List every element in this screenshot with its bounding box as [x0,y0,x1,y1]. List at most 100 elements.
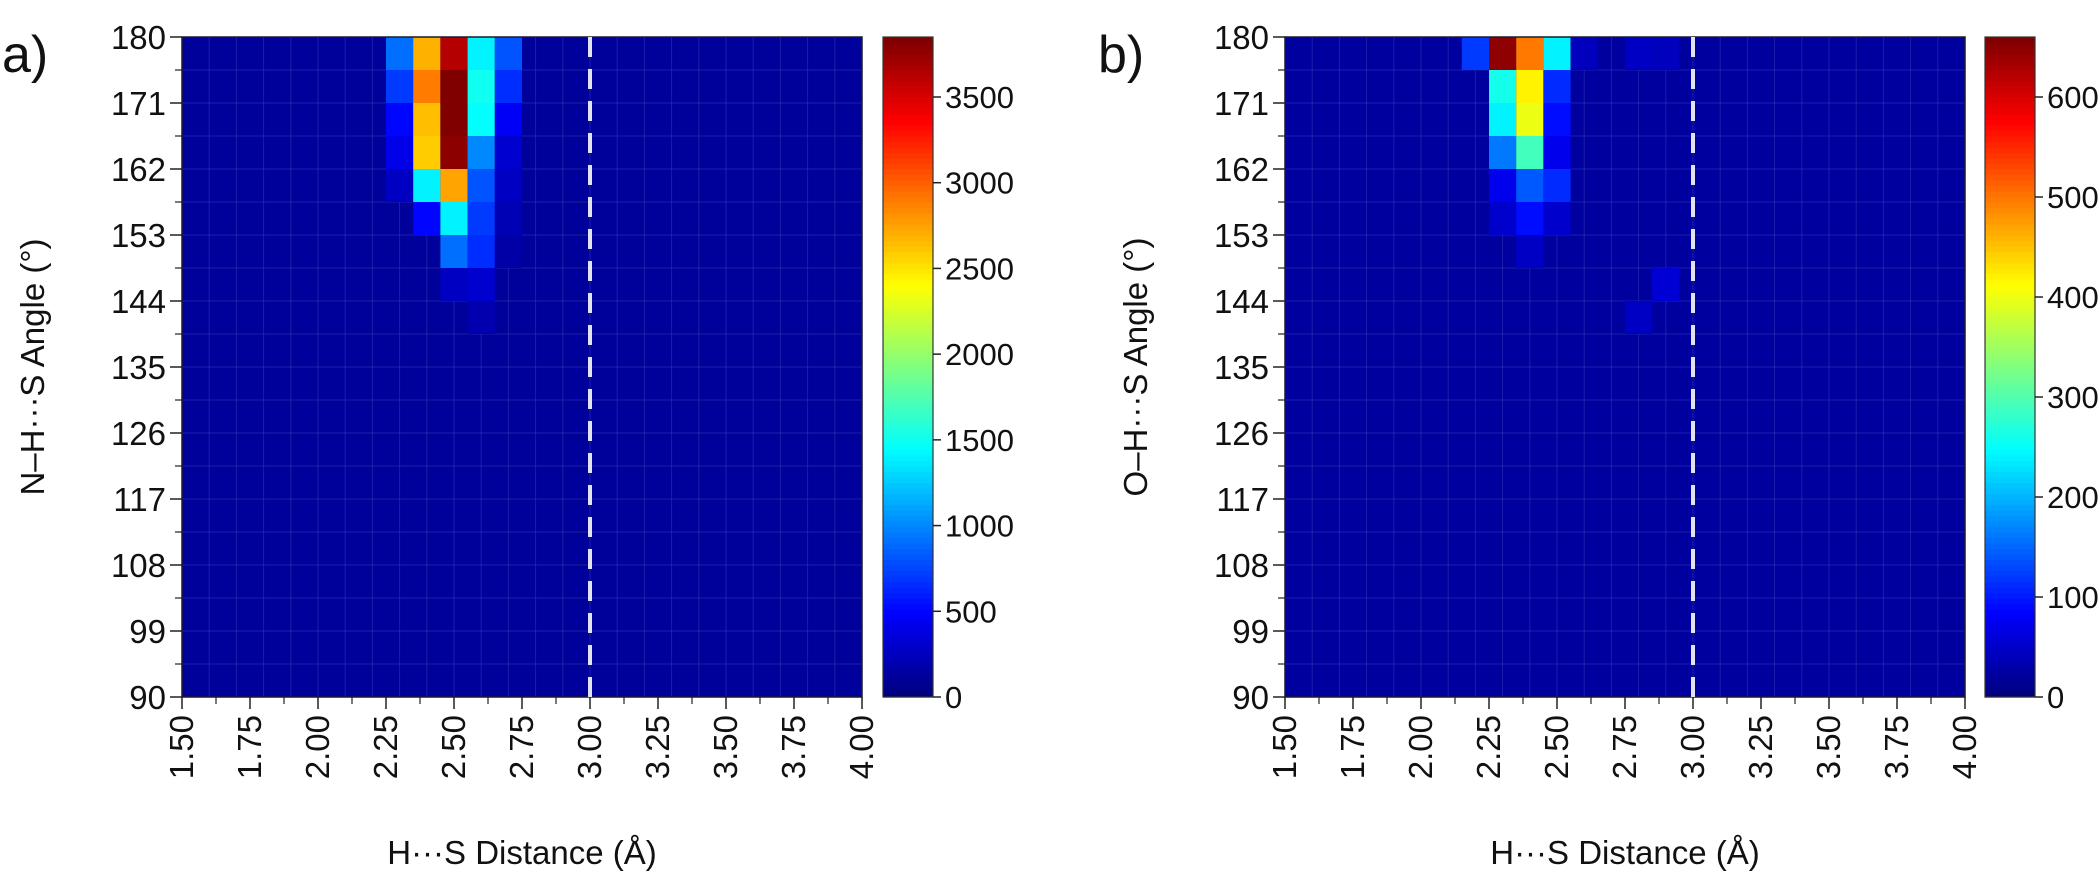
panel-b-heatmap-cell [1543,70,1571,103]
panel-a-colorbar-segment [883,691,933,698]
panel-a-heatmap-cell [467,136,495,169]
panel-b-colorbar-segment [1985,389,2035,396]
panel-b-colorbar-segment [1985,444,2035,451]
panel-a-colorbar-segment [883,537,933,544]
panel-b-colorbar-segment [1985,295,2035,302]
panel-a-colorbar-tick-label: 1000 [945,509,1014,544]
panel-a-colorbar-segment [883,675,933,682]
panel-a-colorbar-segment [883,438,933,445]
panel-a-colorbar-segment [883,427,933,434]
panel-b-colorbar-segment [1985,554,2035,561]
panel-a-colorbar-segment [883,565,933,572]
panel-a-colorbar-segment [883,114,933,121]
panel-a-colorbar-segment [883,653,933,660]
panel-b-colorbar-segment [1985,213,2035,220]
panel-a-colorbar-segment [883,658,933,665]
panel-b-colorbar-segment [1985,174,2035,181]
panel-b-heatmap-cell [1516,70,1544,103]
panel-b-heatmap-cell [1652,268,1680,301]
panel-a-colorbar-segment [883,147,933,154]
panel-a-colorbar-segment [883,636,933,643]
panel-a-heatmap-cell [494,37,522,70]
panel-a-colorbar-segment [883,466,933,473]
panel-a-heatmap-cell [440,202,468,235]
panel-b-colorbar-segment [1985,669,2035,676]
panel-b-heatmap-cell [1543,103,1571,136]
panel-b-colorbar-segment [1985,411,2035,418]
panel-a-colorbar-segment [883,136,933,143]
panel-b-colorbar-segment [1985,515,2035,522]
panel-a-colorbar-segment [883,405,933,412]
panel-a-colorbar-segment [883,240,933,247]
panel-b-label: b) [1098,26,1144,84]
panel-b-colorbar-segment [1985,185,2035,192]
panel-b-x-ticks: 1.50 1.75 2.00 2.25 2.50 2.75 3.00 3.25 3.50 3.75… [1266,697,1983,779]
panel-b-x-axis-title: H···S Distance (Å) [1490,834,1760,871]
panel-b-x-tick-label: 3.00 [1674,715,1711,779]
panel-b-x-tick-label: 4.00 [1946,715,1983,779]
panel-b-colorbar-segment [1985,510,2035,517]
panel-a-colorbar-segment [883,180,933,187]
panel-a-colorbar-tick-label: 3000 [945,166,1014,201]
panel-a-heatmap-cell [440,136,468,169]
panel-a-colorbar-segment [883,345,933,352]
panel-b-colorbar-tick-label: 100 [2047,580,2099,615]
panel-a-x-tick-label: 2.50 [435,715,472,779]
panel-b-colorbar-segment [1985,317,2035,324]
panel-b-y-tick-label: 153 [1214,217,1269,254]
panel-b-heatmap-cell [1543,136,1571,169]
panel-b-colorbar-segment [1985,229,2035,236]
panel-a-colorbar-segment [883,224,933,231]
panel-b-colorbar-segment [1985,460,2035,467]
panel-b-colorbar-segment [1985,559,2035,566]
panel-b-colorbar-segment [1985,196,2035,203]
panel-b-colorbar-segment [1985,158,2035,165]
panel-a-y-tick-label: 162 [111,151,166,188]
panel-a-x-tick-label: 3.50 [707,715,744,779]
panel-b-colorbar-segment [1985,499,2035,506]
panel-b-colorbar-segment [1985,119,2035,126]
panel-a-colorbar-segment [883,213,933,220]
panel-a-colorbar: 0 500 1000 1500 2000 2500 3000 3500 [882,36,1014,715]
panel-b-heatmap-cell [1543,202,1571,235]
panel-a-colorbar-segment [883,103,933,110]
panel-b-colorbar: 0 100 200 300 400 500 600 [1984,36,2099,715]
panel-a-colorbar-segment [883,449,933,456]
panel-a-colorbar-tick-label: 1500 [945,423,1014,458]
panel-b-colorbar-segment [1985,180,2035,187]
panel-b-heatmap-cells [1284,36,1966,698]
panel-b-heatmap-cell [1516,202,1544,235]
panel-b-colorbar-tick-label: 600 [2047,80,2099,115]
panel-b-colorbar-segment [1985,169,2035,176]
panel-b-colorbar-segment [1985,279,2035,286]
panel-b-colorbar-segment [1985,235,2035,242]
panel-a-heatmap-cell [494,70,522,103]
panel-b-heatmap-cell [1625,301,1653,334]
panel-b-colorbar-segment [1985,598,2035,605]
panel-a-colorbar-segment [883,680,933,687]
panel-b-colorbar-segment [1985,455,2035,462]
panel-b-y-tick-label: 162 [1214,151,1269,188]
panel-b-colorbar-segment [1985,284,2035,291]
panel-a-colorbar-segment [883,174,933,181]
panel-a-colorbar-segment [883,273,933,280]
panel-b-colorbar-segment [1985,570,2035,577]
panel-b-x-tick-label: 3.75 [1878,715,1915,779]
panel-a-colorbar-segment [883,262,933,269]
panel-a-colorbar-segment [883,499,933,506]
panel-a-heatmap-cell [494,103,522,136]
panel-a-colorbar-segment [883,119,933,126]
panel-a-colorbar-segment [883,86,933,93]
panel-a-heatmap-cell [494,169,522,202]
panel-a-colorbar-segment [883,686,933,693]
panel-b-colorbar-segment [1985,246,2035,253]
panel-b-colorbar-segment [1985,42,2035,49]
panel-a-colorbar-segment [883,383,933,390]
panel-b-colorbar-segment [1985,675,2035,682]
panel-a-colorbar-segment [883,152,933,159]
panel-b-heatmap-cell [1461,37,1489,70]
panel-a-heatmap-cell [440,103,468,136]
panel-a-colorbar-segment [883,378,933,385]
panel-b-colorbar-segment [1985,97,2035,104]
